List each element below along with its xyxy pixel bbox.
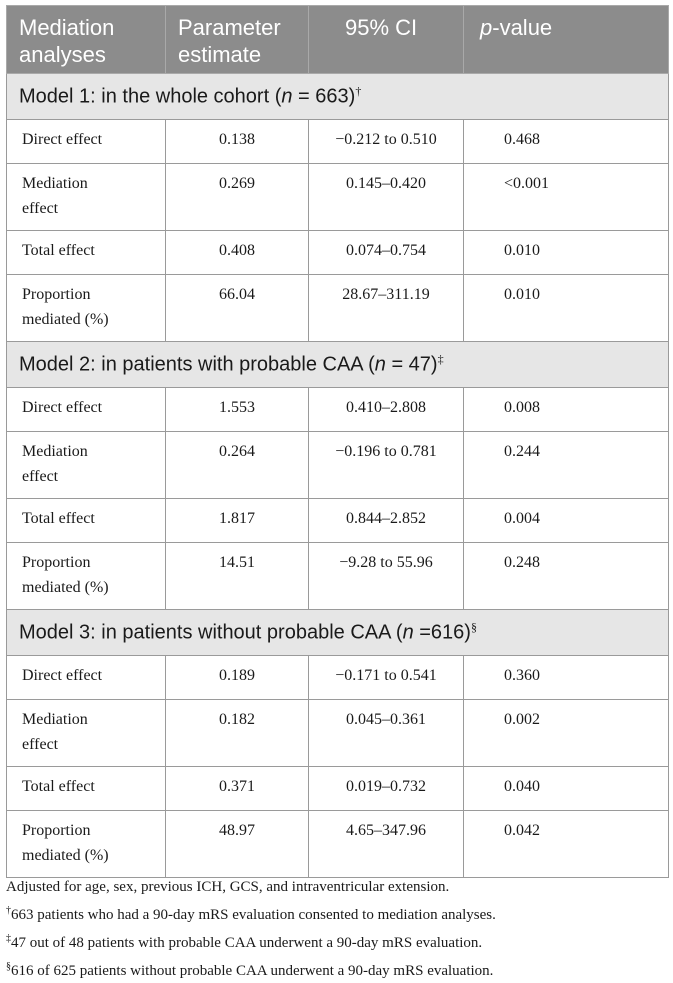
table-row: Proportion mediated (%) 66.04 28.67–311.1… — [6, 274, 669, 342]
header-parameter-estimate: Parameter estimate — [165, 5, 309, 74]
table-row: Total effect 0.371 0.019–0.732 0.040 — [6, 766, 669, 811]
model-3-header: Model 3: in patients without probable CA… — [6, 609, 669, 656]
model-2-header: Model 2: in patients with probable CAA (… — [6, 341, 669, 388]
table-row: Proportion mediated (%) 48.97 4.65–347.96… — [6, 810, 669, 878]
header-95-ci: 95% CI — [308, 5, 464, 74]
header-mediation-analyses: Mediation analyses — [6, 5, 166, 74]
header-p-value: p-value — [463, 5, 669, 74]
footnote-double-dagger: ‡47 out of 48 patients with probable CAA… — [6, 933, 483, 951]
table-footnotes: Adjusted for age, sex, previous ICH, GCS… — [6, 876, 668, 983]
mediation-table: Mediation analyses Parameter estimate 95% … — [6, 5, 669, 878]
table-header-row: Mediation analyses Parameter estimate 95% … — [6, 5, 669, 74]
table-row: Mediation effect 0.182 0.045–0.361 0.002 — [6, 699, 669, 767]
table-row: Mediation effect 0.264 −0.196 to 0.781 0.… — [6, 431, 669, 499]
model-1-header: Model 1: in the whole cohort (n = 663)† — [6, 73, 669, 120]
table-row: Proportion mediated (%) 14.51 −9.28 to 55… — [6, 542, 669, 610]
table-row: Direct effect 1.553 0.410–2.808 0.008 — [6, 387, 669, 432]
table-row: Total effect 0.408 0.074–0.754 0.010 — [6, 230, 669, 275]
table-row: Total effect 1.817 0.844–2.852 0.004 — [6, 498, 669, 543]
footnote-dagger: †663 patients who had a 90-day mRS evalu… — [6, 905, 496, 923]
table-row: Mediation effect 0.269 0.145–0.420 <0.001 — [6, 163, 669, 231]
table-row: Direct effect 0.138 −0.212 to 0.510 0.46… — [6, 119, 669, 164]
table-row: Direct effect 0.189 −0.171 to 0.541 0.36… — [6, 655, 669, 700]
footnote-adjusted: Adjusted for age, sex, previous ICH, GCS… — [6, 879, 450, 895]
footnote-section: §616 of 625 patients without probable CA… — [6, 961, 494, 979]
